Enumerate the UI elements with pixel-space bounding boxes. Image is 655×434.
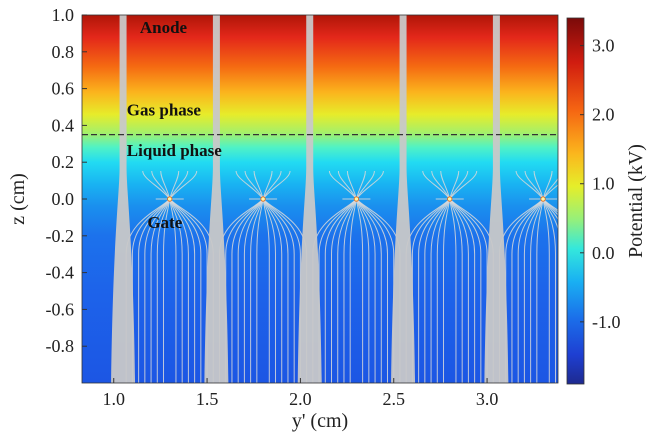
field-line xyxy=(530,198,544,383)
field-line xyxy=(436,198,451,383)
field-line xyxy=(449,170,478,200)
field-line xyxy=(536,198,544,383)
field-line xyxy=(542,170,553,200)
x-axis-label: y' (cm) xyxy=(292,410,348,432)
anode-field-band xyxy=(484,15,509,383)
field-line xyxy=(256,198,264,383)
y-tick-label: -0.2 xyxy=(46,226,75,246)
anode-field-band xyxy=(204,15,229,383)
field-line xyxy=(355,170,375,200)
field-line xyxy=(244,170,264,200)
field-line xyxy=(356,170,384,200)
field-line xyxy=(355,170,366,200)
annotation-label: Gas phase xyxy=(127,101,202,120)
field-line xyxy=(169,170,180,200)
field-line xyxy=(431,170,451,200)
field-line xyxy=(262,170,273,200)
field-line xyxy=(163,198,171,383)
y-axis-label: z (cm) xyxy=(7,173,29,225)
field-line xyxy=(253,170,264,200)
field-line xyxy=(262,170,282,200)
field-line xyxy=(337,170,357,200)
x-tick-label: 1.5 xyxy=(196,389,219,409)
y-tick-label: -0.8 xyxy=(46,336,75,356)
y-tick-label: 0.2 xyxy=(52,152,75,172)
field-line xyxy=(235,170,264,200)
field-line xyxy=(142,170,171,200)
field-line xyxy=(449,170,460,200)
field-line xyxy=(151,170,171,200)
y-axis: -0.8 -0.6 -0.4 -0.2 0.0 0.2 0.4 0.6 0.8 1.0 xyxy=(46,5,87,356)
y-tick-label: 0.4 xyxy=(52,115,75,135)
annotation-label: Liquid phase xyxy=(127,141,222,160)
field-line xyxy=(542,177,558,200)
field-line xyxy=(542,198,558,211)
field-line xyxy=(262,170,291,200)
field-line xyxy=(542,184,558,200)
field-line xyxy=(443,198,451,383)
gate-wire xyxy=(540,196,546,202)
colorbar-tick-label: 2.0 xyxy=(592,105,615,125)
anode-field-lines xyxy=(111,15,509,383)
y-tick-label: -0.4 xyxy=(46,263,75,283)
field-line xyxy=(328,170,357,200)
field-line xyxy=(515,170,544,200)
field-line xyxy=(440,170,451,200)
colorbar-tick-label: 1.0 xyxy=(592,174,615,194)
field-line xyxy=(160,170,171,200)
colorbar-label: Potential (kV) xyxy=(625,144,647,258)
colorbar-tick-label: 0.0 xyxy=(592,243,615,263)
annotations: Anode Gas phase Liquid phase Gate xyxy=(127,18,222,232)
field-line xyxy=(422,170,451,200)
gate-wire xyxy=(447,196,453,202)
colorbar: -1.0 0.0 1.0 2.0 3.0 Potential (kV) xyxy=(566,17,647,385)
gate-wire xyxy=(167,196,173,202)
colorbar-scale xyxy=(566,17,585,385)
field-line xyxy=(250,198,264,383)
field-line xyxy=(169,170,189,200)
y-tick-label: 0.6 xyxy=(52,79,75,99)
field-line xyxy=(156,198,171,383)
gate-wire xyxy=(353,196,359,202)
gate-wire xyxy=(260,196,266,202)
colorbar-ticks: -1.0 0.0 1.0 2.0 3.0 xyxy=(580,36,621,332)
field-line xyxy=(524,170,544,200)
field-line xyxy=(533,170,544,200)
y-tick-label: 1.0 xyxy=(52,5,75,25)
y-tick-label: -0.6 xyxy=(46,299,75,319)
field-line xyxy=(343,198,357,383)
x-tick-label: 3.0 xyxy=(476,389,499,409)
y-tick-label: 0.8 xyxy=(52,42,75,62)
annotation-label: Gate xyxy=(147,213,182,232)
x-axis: 1.0 1.5 2.0 2.5 3.0 xyxy=(102,378,498,409)
anode-field-band xyxy=(297,15,322,383)
colorbar-tick-label: -1.0 xyxy=(592,312,621,332)
gate-wires xyxy=(167,196,546,202)
x-tick-label: 2.5 xyxy=(382,389,405,409)
plot-area: Anode Gas phase Liquid phase Gate xyxy=(81,14,559,384)
anode-field-band xyxy=(111,15,136,383)
field-line xyxy=(169,170,198,200)
colorbar-tick-label: 3.0 xyxy=(592,36,615,56)
field-line xyxy=(449,170,469,200)
field-line xyxy=(349,198,357,383)
field-line xyxy=(346,170,357,200)
annotation-label: Anode xyxy=(140,18,188,37)
y-tick-label: 0.0 xyxy=(52,189,75,209)
anode-field-band xyxy=(391,15,416,383)
x-tick-label: 1.0 xyxy=(102,389,125,409)
x-tick-label: 2.0 xyxy=(289,389,312,409)
